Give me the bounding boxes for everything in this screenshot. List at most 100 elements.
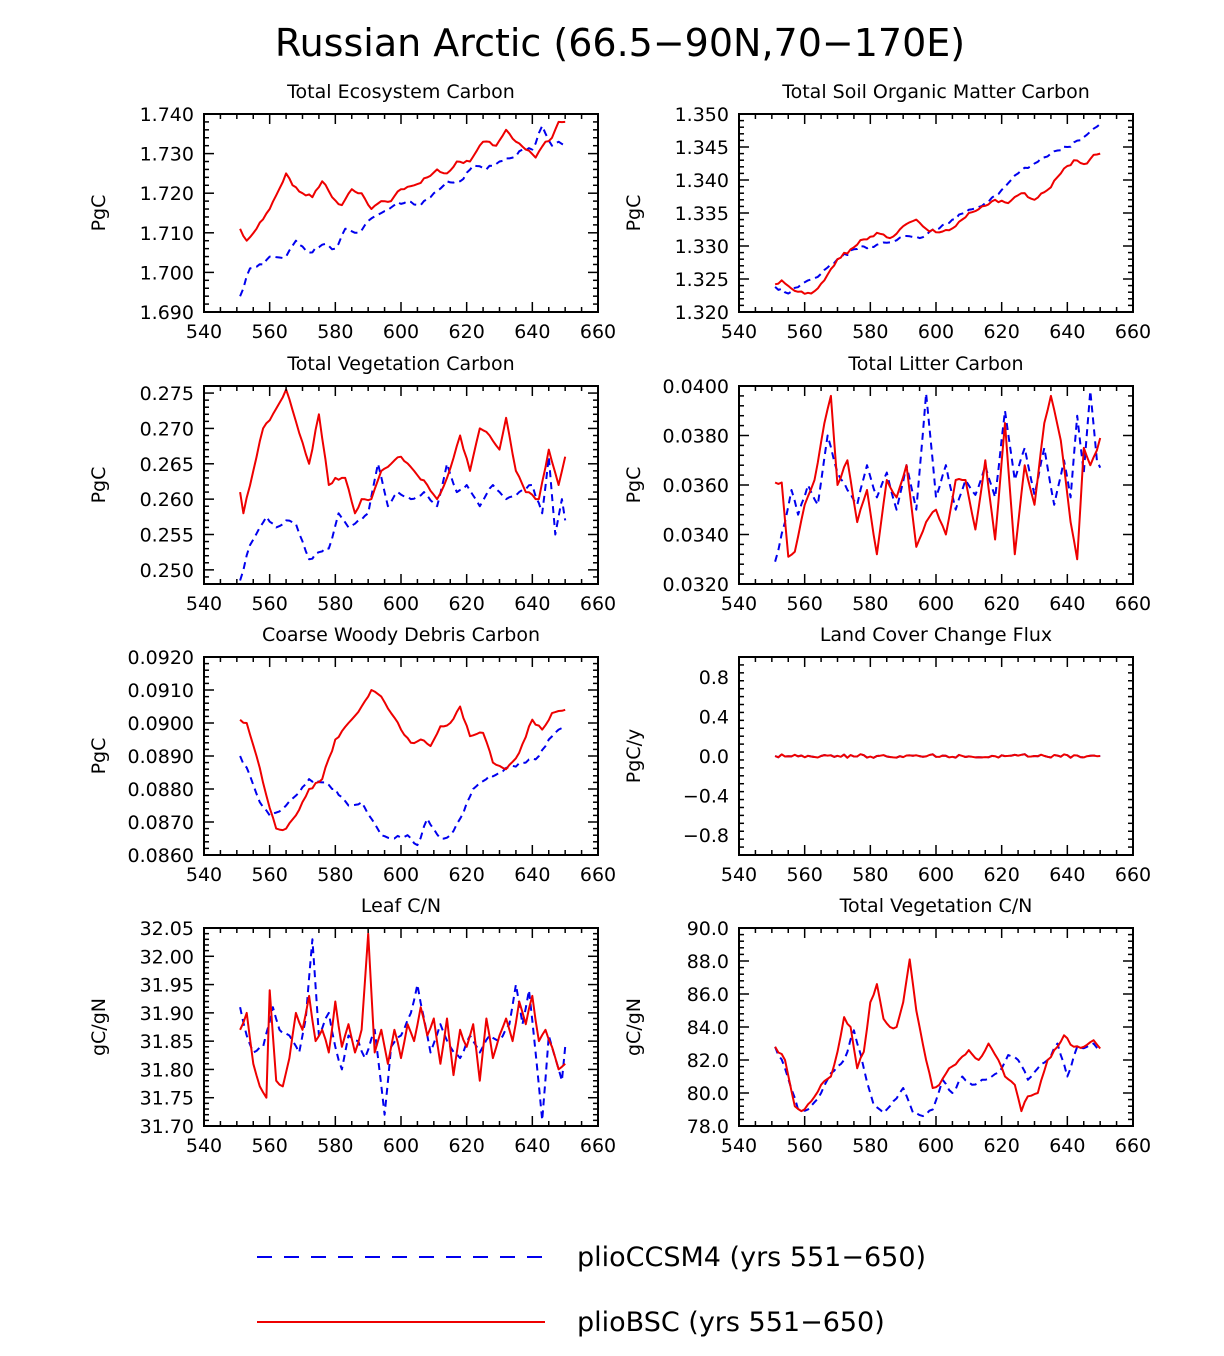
y-tick-label: 32.05 — [140, 918, 194, 940]
y-tick-label: 1.730 — [140, 144, 194, 166]
series-line-pliobsc-yrs-551-650 — [239, 388, 567, 515]
x-tick-label: 540 — [721, 864, 757, 886]
y-tick-label: 1.335 — [675, 203, 729, 225]
x-tick-label: 600 — [383, 321, 419, 343]
y-tick-label: 0.265 — [140, 454, 194, 476]
x-tick-label: 600 — [383, 1135, 419, 1157]
y-tick-label: 0.0880 — [128, 779, 194, 801]
x-tick-label: 540 — [721, 1135, 757, 1157]
y-tick-label: 0.0320 — [663, 574, 729, 596]
y-axis-label: gC/gN — [623, 998, 645, 1056]
y-tick-label: 31.90 — [140, 1003, 194, 1025]
x-tick-label: 640 — [1049, 864, 1085, 886]
panel-total-litter-carbon: Total Litter Carbon PgC 540 560 580 600 620 640… — [623, 353, 1151, 615]
y-tick-label: 82.0 — [687, 1050, 729, 1072]
x-tick-label: 620 — [449, 864, 485, 886]
panel-title: Land Cover Change Flux — [820, 624, 1052, 646]
series-line-plioccsm4-yrs-551-650 — [774, 123, 1101, 295]
x-tick-label: 540 — [186, 321, 222, 343]
panel-total-vegetation-c-n: Total Vegetation C/N gC/gN 540 560 580 600 620… — [623, 895, 1151, 1157]
y-tick-label: 1.320 — [675, 302, 729, 324]
y-tick-label: 0.0870 — [128, 812, 194, 834]
x-tick-label: 560 — [787, 321, 823, 343]
series-line-pliobsc-yrs-551-650 — [239, 120, 566, 242]
y-axis-label: PgC — [88, 738, 110, 775]
series-line-pliobsc-yrs-551-650 — [774, 753, 1101, 759]
panel-title: Total Vegetation C/N — [839, 895, 1033, 917]
x-tick-label: 620 — [984, 1135, 1020, 1157]
y-tick-label: 1.720 — [140, 183, 194, 205]
y-tick-label: 0.0360 — [663, 475, 729, 497]
x-tick-label: 540 — [186, 1135, 222, 1157]
y-tick-label: 90.0 — [687, 918, 729, 940]
x-tick-label: 580 — [852, 593, 888, 615]
y-tick-label: 0.250 — [140, 560, 194, 582]
y-tick-label: 1.740 — [140, 104, 194, 126]
panel-total-soil-organic-matter-carbon: Total Soil Organic Matter Carbon PgC 540 56… — [623, 81, 1151, 343]
series-line-pliobsc-yrs-551-650 — [239, 689, 566, 832]
y-tick-label: −0.4 — [683, 786, 729, 808]
y-axis-label: PgC — [88, 195, 110, 232]
panel-title: Leaf C/N — [361, 895, 441, 917]
series-line-plioccsm4-yrs-551-650 — [239, 938, 567, 1122]
x-tick-label: 660 — [580, 1135, 616, 1157]
y-axis-label: PgC — [623, 467, 645, 504]
y-tick-label: 0.260 — [140, 489, 194, 511]
series-line-plioccsm4-yrs-551-650 — [774, 389, 1102, 562]
y-tick-label: −0.8 — [683, 825, 729, 847]
y-tick-label: 31.95 — [140, 975, 194, 997]
x-tick-label: 540 — [721, 593, 757, 615]
axes-frame — [738, 927, 1134, 1127]
y-axis-label: PgC — [88, 467, 110, 504]
x-tick-label: 620 — [984, 864, 1020, 886]
y-tick-label: 0.270 — [140, 418, 194, 440]
y-tick-label: 78.0 — [687, 1116, 729, 1138]
y-tick-label: 0.0910 — [128, 680, 194, 702]
axes-frame — [738, 385, 1134, 585]
x-tick-label: 600 — [383, 593, 419, 615]
series-line-pliobsc-yrs-551-650 — [774, 958, 1101, 1113]
y-tick-label: 1.690 — [140, 302, 194, 324]
y-tick-label: 80.0 — [687, 1083, 729, 1105]
y-tick-label: 0.275 — [140, 383, 194, 405]
y-tick-label: 1.700 — [140, 262, 194, 284]
series-line-plioccsm4-yrs-551-650 — [239, 124, 566, 297]
x-tick-label: 580 — [317, 593, 353, 615]
x-tick-label: 640 — [1049, 321, 1085, 343]
legend-label-pliobsc: plioBSC (yrs 551−650) — [577, 1307, 885, 1338]
x-tick-label: 560 — [252, 321, 288, 343]
y-axis-label: gC/gN — [88, 998, 110, 1056]
panel-land-cover-change-flux: Land Cover Change Flux PgC/y 540 560 580 600 6… — [623, 624, 1151, 886]
y-tick-label: 32.00 — [140, 946, 194, 968]
x-tick-label: 660 — [580, 321, 616, 343]
series-line-plioccsm4-yrs-551-650 — [239, 725, 566, 847]
y-tick-label: 0.0380 — [663, 426, 729, 448]
y-tick-label: 1.340 — [675, 170, 729, 192]
x-tick-label: 580 — [317, 1135, 353, 1157]
y-tick-label: 88.0 — [687, 951, 729, 973]
x-tick-label: 600 — [918, 321, 954, 343]
x-tick-label: 640 — [514, 321, 550, 343]
series-line-pliobsc-yrs-551-650 — [774, 394, 1102, 561]
x-tick-label: 560 — [787, 593, 823, 615]
x-tick-label: 660 — [1115, 1135, 1151, 1157]
series-line-plioccsm4-yrs-551-650 — [239, 455, 567, 581]
x-tick-label: 620 — [449, 321, 485, 343]
x-tick-label: 620 — [984, 593, 1020, 615]
y-tick-label: 31.75 — [140, 1088, 194, 1110]
series-line-pliobsc-yrs-551-650 — [239, 932, 566, 1099]
x-tick-label: 600 — [918, 1135, 954, 1157]
x-tick-label: 600 — [918, 593, 954, 615]
x-tick-label: 600 — [383, 864, 419, 886]
y-tick-label: 0.0900 — [128, 713, 194, 735]
y-tick-label: 0.4 — [699, 706, 729, 728]
y-axis-label: PgC/y — [623, 729, 645, 783]
legend: plioCCSM4 (yrs 551−650) plioBSC (yrs 551… — [257, 1242, 926, 1338]
y-tick-label: 0.8 — [699, 667, 729, 689]
y-tick-label: 0.0860 — [128, 845, 194, 867]
axes-frame — [738, 113, 1134, 313]
y-tick-label: 1.330 — [675, 236, 729, 258]
panel-title: Total Ecosystem Carbon — [286, 81, 515, 103]
x-tick-label: 620 — [449, 593, 485, 615]
